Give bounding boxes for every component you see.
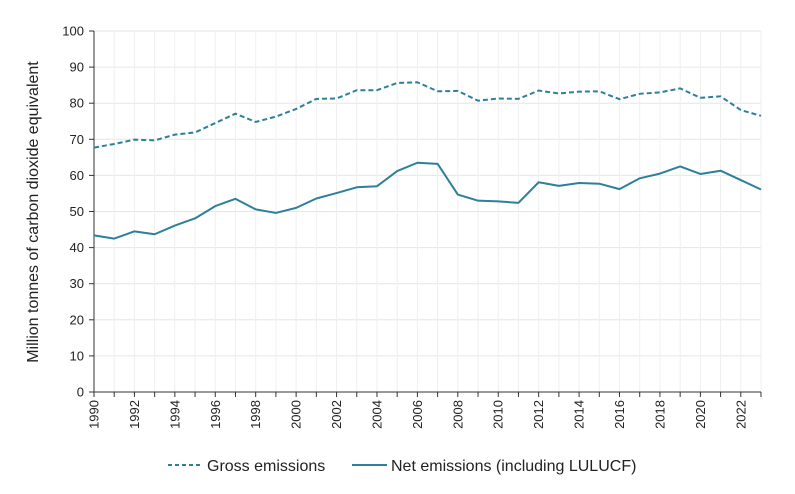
x-tick-label: 2020 bbox=[693, 400, 708, 429]
x-tick-label: 1998 bbox=[248, 400, 263, 429]
axes bbox=[89, 30, 762, 397]
y-tick-label: 90 bbox=[70, 60, 84, 75]
x-tick-label: 2018 bbox=[652, 400, 667, 429]
legend: Gross emissions Net emissions (including… bbox=[168, 458, 636, 475]
x-tick-label: 1990 bbox=[87, 400, 102, 429]
x-tick-label: 2012 bbox=[531, 400, 546, 429]
net-emissions-line bbox=[93, 161, 762, 240]
x-tick-label: 2004 bbox=[369, 400, 384, 429]
y-tick-label: 0 bbox=[77, 385, 84, 400]
y-tick-label: 10 bbox=[70, 348, 84, 363]
x-tick-label: 2008 bbox=[450, 400, 465, 429]
x-tick-label: 2016 bbox=[612, 400, 627, 429]
x-tick-label: 1994 bbox=[167, 400, 182, 429]
x-tick-label: 2022 bbox=[733, 400, 748, 429]
x-tick-labels: 1990 1992 1994 1996 1998 2000 2002 2004 2006 2008… bbox=[87, 400, 749, 429]
y-tick-labels: 0 10 20 30 40 50 60 70 80 90 100 bbox=[62, 24, 84, 400]
x-tick-label: 2006 bbox=[410, 400, 425, 429]
gross-emissions-line bbox=[93, 81, 762, 149]
y-tick-label: 70 bbox=[70, 132, 84, 147]
y-tick-label: 60 bbox=[70, 168, 84, 183]
x-tick-label: 1996 bbox=[208, 400, 223, 429]
x-tick-label: 1992 bbox=[127, 400, 142, 429]
y-tick-label: 50 bbox=[70, 204, 84, 219]
x-tick-label: 2010 bbox=[491, 400, 506, 429]
y-tick-label: 30 bbox=[70, 276, 84, 291]
x-tick-label: 2002 bbox=[329, 400, 344, 429]
y-axis-title: Million tonnes of carbon dioxide equival… bbox=[25, 61, 42, 363]
y-tick-label: 20 bbox=[70, 312, 84, 327]
y-tick-label: 100 bbox=[62, 24, 84, 39]
x-tick-label: 2000 bbox=[289, 400, 304, 429]
y-tick-label: 80 bbox=[70, 96, 84, 111]
legend-gross-label: Gross emissions bbox=[207, 458, 325, 475]
x-tick-label: 2014 bbox=[572, 400, 587, 429]
legend-net-label: Net emissions (including LULUCF) bbox=[391, 458, 636, 475]
gridlines bbox=[94, 30, 762, 392]
data-series bbox=[93, 81, 762, 240]
y-tick-label: 40 bbox=[70, 240, 84, 255]
